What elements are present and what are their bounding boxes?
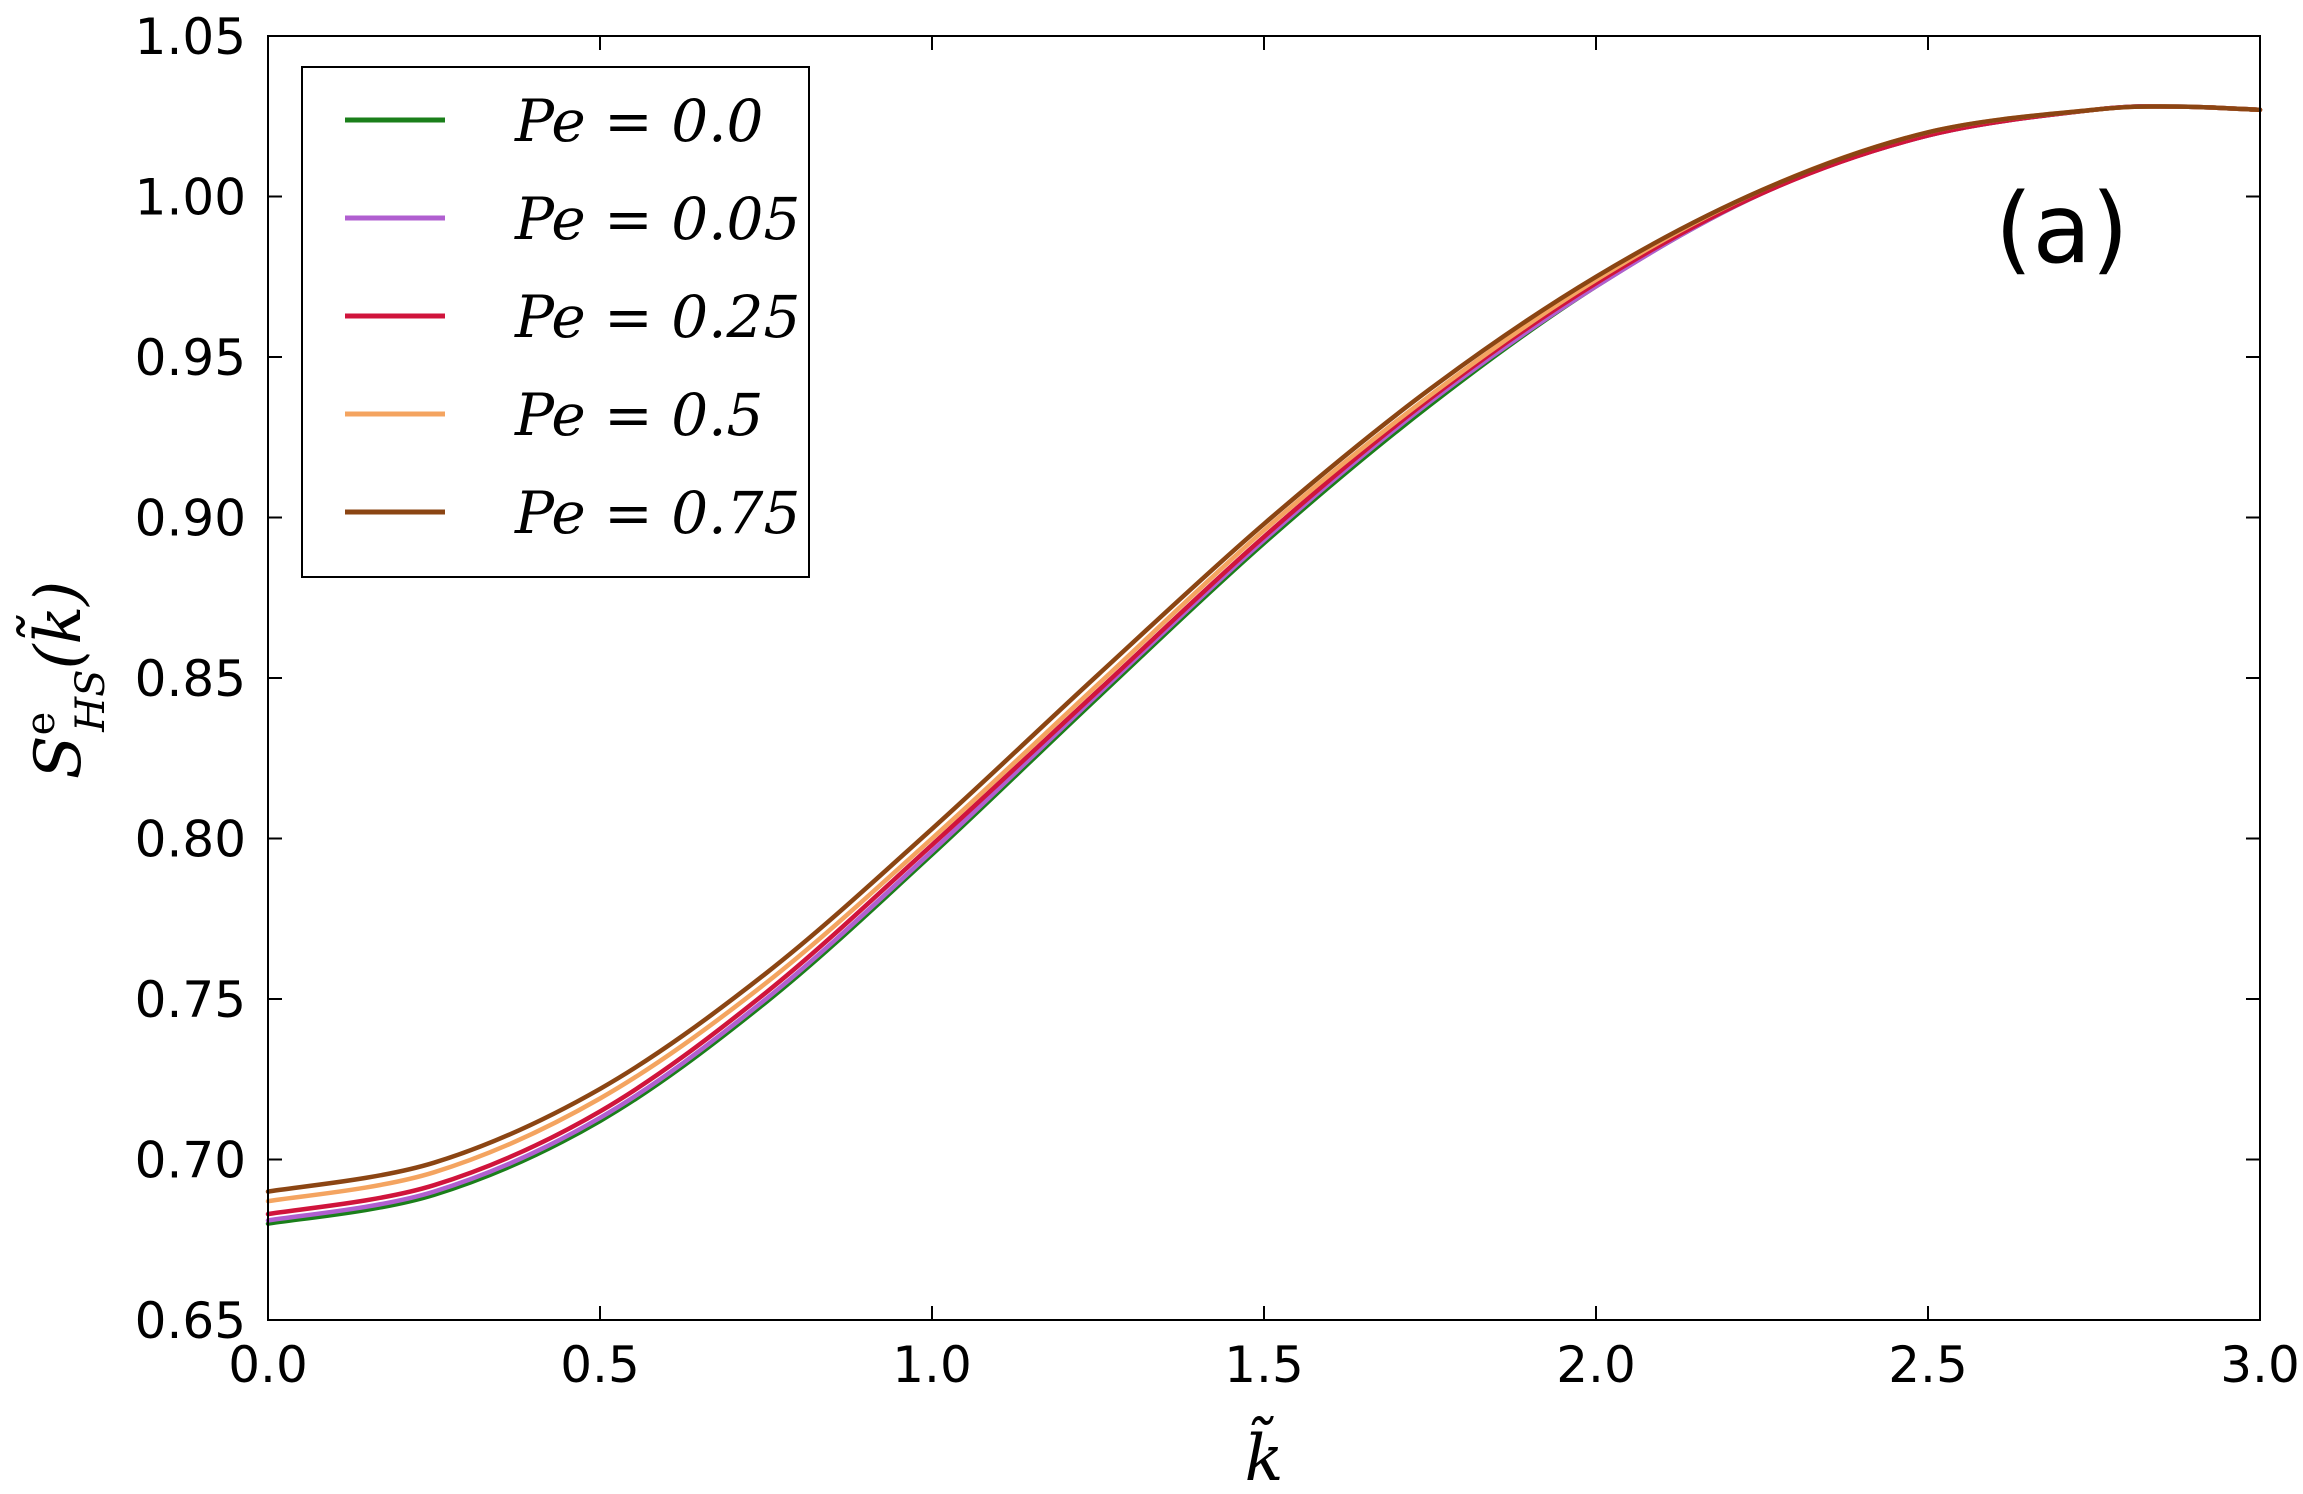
- ticks-layer: 0.0 0.5 1.0 1.5 2.0 2.5 3.0 0.65 0.70 0.75 0.80 0.8…: [135, 8, 2300, 1394]
- panel-label: (a): [1995, 173, 2129, 285]
- x-axis-label: k̃: [1245, 1416, 1284, 1494]
- y-axis-label-arg: (k̃): [16, 581, 96, 670]
- y-tick-label: 0.75: [135, 971, 246, 1029]
- legend-box: [301, 66, 810, 578]
- legend-label: Pe = 0.75: [514, 479, 800, 547]
- y-tick-label: 0.80: [135, 811, 246, 869]
- y-tick-label: 0.85: [135, 650, 246, 708]
- y-tick-label: 0.70: [135, 1132, 246, 1190]
- legend: Pe = 0.0 Pe = 0.05 Pe = 0.25 Pe = 0.5 Pe = 0…: [301, 66, 810, 578]
- x-tick-label: 0.0: [228, 1336, 308, 1394]
- y-tick-label: 0.95: [135, 329, 246, 387]
- plot-frame: [267, 35, 2261, 1321]
- legend-label: Pe = 0.25: [514, 283, 800, 351]
- legend-label: Pe = 0.05: [514, 185, 800, 253]
- x-tick-label: 3.0: [2220, 1336, 2300, 1394]
- x-tick-label: 1.0: [892, 1336, 972, 1394]
- y-axis-label-symbol: S: [22, 735, 96, 779]
- series-layer: [265, 104, 2263, 1226]
- series-line-4: [265, 104, 2263, 1194]
- y-tick-label: 0.90: [135, 490, 246, 548]
- legend-label: Pe = 0.5: [514, 381, 763, 449]
- x-tick-label: 1.5: [1224, 1336, 1304, 1394]
- series-line-2: [265, 104, 2263, 1217]
- x-tick-label: 2.0: [1556, 1336, 1636, 1394]
- y-tick-label: 1.05: [135, 8, 246, 66]
- y-tick-label: 1.00: [135, 169, 246, 227]
- y-axis-label-sub: HS: [68, 669, 114, 732]
- legend-label: Pe = 0.0: [514, 87, 763, 155]
- y-axis-label-sup: e: [18, 712, 64, 736]
- y-axis-label: Se HS(k̃): [16, 581, 114, 780]
- y-tick-label: 0.65: [135, 1292, 246, 1350]
- legend-entries: Pe = 0.0 Pe = 0.05 Pe = 0.25 Pe = 0.5 Pe = 0…: [345, 87, 800, 547]
- x-tick-label: 2.5: [1888, 1336, 1968, 1394]
- x-tick-label: 0.5: [560, 1336, 640, 1394]
